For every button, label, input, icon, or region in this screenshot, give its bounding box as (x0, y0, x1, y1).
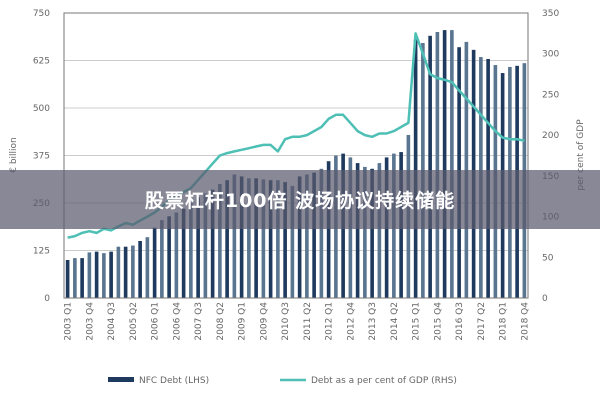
bar (276, 180, 280, 298)
bar (435, 32, 440, 298)
legend-swatch-bar (108, 377, 134, 382)
x-tick-label: 2007 Q3 (194, 302, 204, 341)
left-tick-label: 500 (33, 104, 50, 114)
bar (210, 189, 215, 298)
bar (254, 178, 258, 298)
x-tick-label: 2012 Q4 (346, 302, 356, 341)
bar (363, 166, 367, 298)
bar (290, 185, 295, 298)
left-tick-label: 625 (33, 57, 50, 67)
x-tick-label: 2003 Q1 (64, 302, 74, 341)
right-tick-label: 50 (542, 253, 554, 263)
bar (377, 163, 382, 298)
x-tick-label: 2015 Q1 (412, 302, 422, 341)
banner-text: 股票杠杆100倍 波场协议持续储能 (144, 190, 456, 212)
bar (232, 174, 237, 298)
right-axis-label: per cent of GDP (576, 119, 586, 191)
x-tick-label: 2018 Q4 (520, 302, 530, 341)
bar (138, 241, 142, 298)
x-tick-label: 2011 Q2 (303, 302, 313, 341)
right-tick-label: 200 (542, 131, 559, 141)
x-tick-label: 2016 Q3 (455, 302, 465, 341)
left-tick-label: 125 (33, 247, 50, 257)
bar (247, 178, 251, 298)
bar (225, 180, 229, 298)
bar (442, 30, 447, 298)
bar (312, 172, 316, 298)
bar (196, 197, 200, 298)
legend: NFC Debt (LHS) Debt as a per cent of GDP… (108, 376, 457, 386)
bar (102, 253, 106, 298)
bar (73, 258, 77, 298)
bar (167, 216, 171, 298)
right-tick-label: 300 (542, 50, 559, 60)
right-tick-label: 350 (542, 9, 559, 19)
bar (319, 168, 324, 298)
x-tick-label: 2006 Q4 (172, 302, 182, 341)
bar (355, 163, 360, 298)
bar (464, 41, 469, 298)
bar (268, 180, 273, 298)
x-tick-label: 2006 Q1 (151, 302, 161, 341)
x-tick-label: 2012 Q1 (325, 302, 335, 341)
left-tick-label: 750 (33, 9, 50, 19)
bar (413, 39, 418, 298)
bar (203, 193, 208, 298)
x-tick-label: 2010 Q3 (281, 302, 291, 341)
bar (181, 208, 186, 298)
x-tick-label: 2009 Q1 (238, 302, 248, 341)
x-axis-ticks: 2003 Q1 2003 Q4 2004 Q3 2005 Q2 2006 Q1 2006 … (64, 302, 531, 341)
bar (80, 258, 84, 298)
right-axis-ticks: 050100150200250300350 (542, 9, 559, 304)
right-tick-label: 250 (542, 90, 559, 100)
left-axis-ticks: 0125250375500625750 (33, 9, 50, 304)
x-tick-label: 2009 Q4 (259, 302, 269, 341)
x-tick-label: 2004 Q3 (107, 302, 117, 341)
right-tick-label: 0 (542, 294, 548, 304)
bar (261, 179, 266, 298)
bar (87, 252, 92, 298)
x-tick-label: 2003 Q4 (85, 302, 95, 341)
bar (152, 227, 157, 298)
x-tick-label: 2005 Q2 (129, 302, 139, 341)
bar (116, 246, 121, 298)
bar (370, 168, 374, 298)
left-tick-label: 375 (33, 152, 50, 162)
left-tick-label: 0 (44, 294, 50, 304)
bar (283, 182, 287, 298)
legend-label-bar: NFC Debt (LHS) (139, 376, 209, 386)
bar (131, 245, 135, 298)
x-tick-label: 2014 Q2 (390, 302, 400, 341)
bar (65, 260, 70, 298)
bar (123, 246, 128, 298)
legend-label-line: Debt as a per cent of GDP (RHS) (311, 376, 457, 386)
bar (145, 237, 150, 298)
bar (326, 161, 331, 298)
bar (94, 251, 99, 298)
x-tick-label: 2013 Q3 (368, 302, 378, 341)
overlay-banner: 股票杠杆100倍 波场协议持续储能 (0, 170, 600, 229)
bar (450, 30, 454, 298)
x-tick-label: 2018 Q1 (499, 302, 509, 341)
bar-series (65, 30, 527, 299)
bar (160, 220, 164, 298)
bar (297, 176, 302, 298)
bar (239, 176, 244, 298)
bar (428, 35, 432, 299)
bar (218, 184, 222, 298)
x-tick-label: 2017 Q2 (477, 302, 487, 341)
bar (305, 174, 309, 298)
bar (109, 251, 113, 298)
bar (174, 212, 179, 298)
left-axis-label: € billion (9, 137, 19, 173)
x-tick-label: 2008 Q2 (216, 302, 226, 341)
plot-frame (63, 12, 529, 299)
x-tick-label: 2015 Q4 (433, 302, 443, 341)
bar (189, 203, 193, 298)
